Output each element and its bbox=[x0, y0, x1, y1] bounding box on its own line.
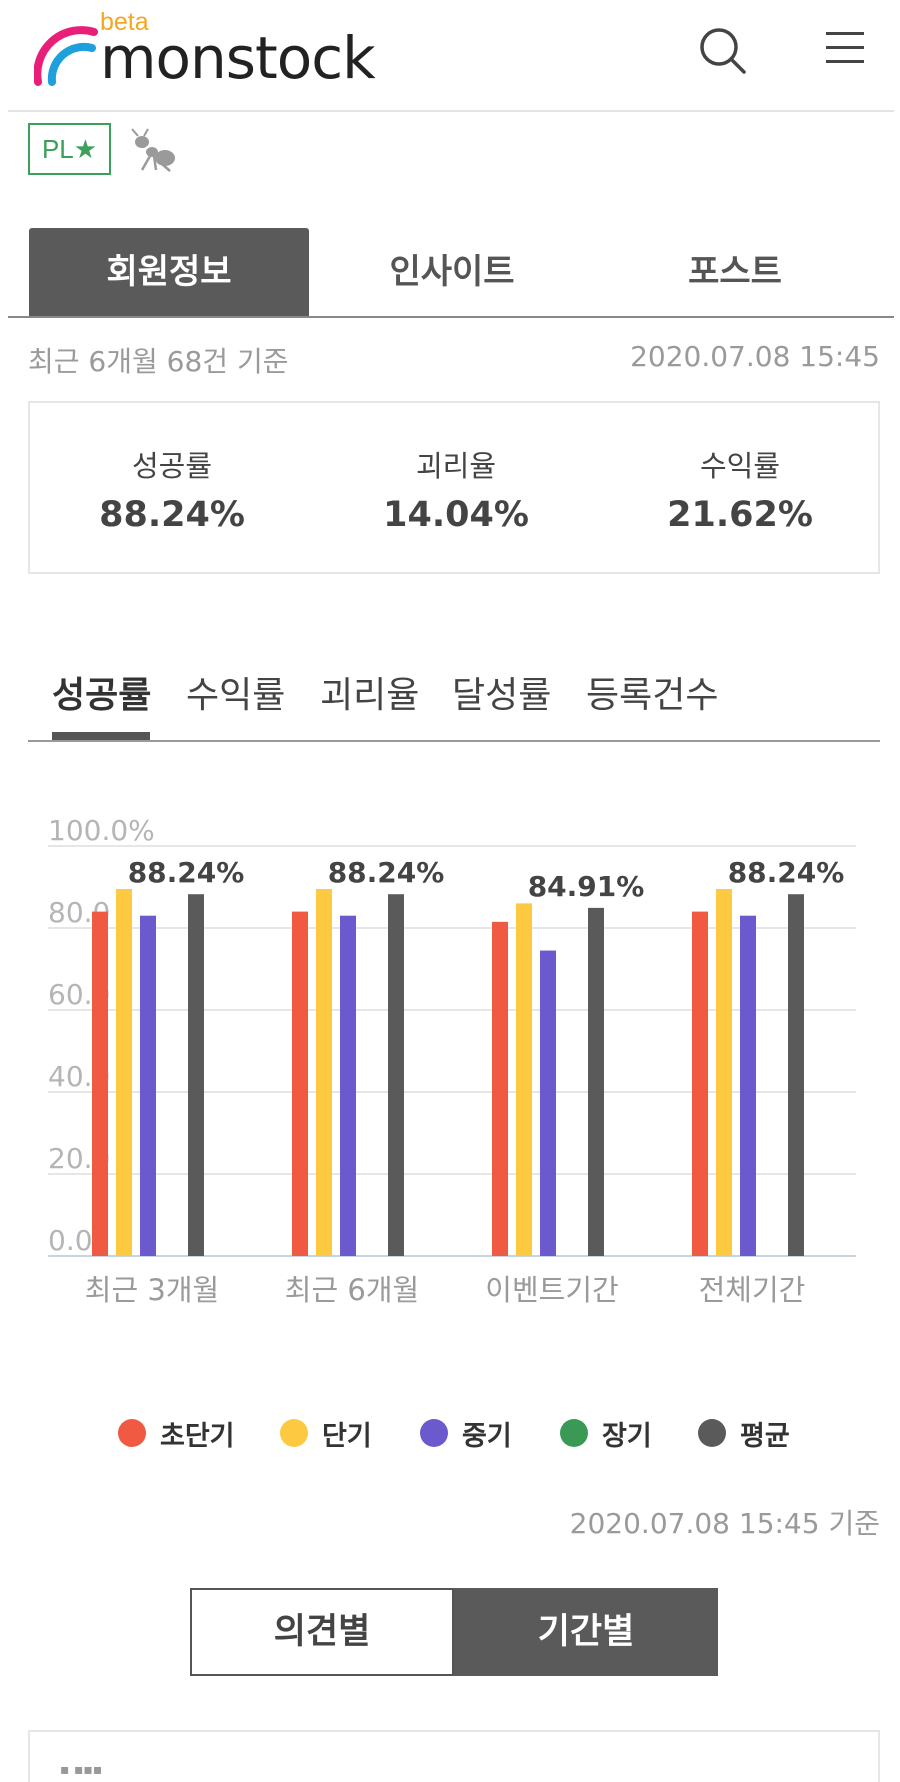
view-toggle: 의견별 기간별 bbox=[190, 1588, 718, 1676]
header-divider bbox=[8, 110, 894, 112]
pl-badge: PL★ bbox=[28, 123, 111, 175]
legend-label: 중기 bbox=[462, 1420, 512, 1452]
x-category-label: 최근 3개월 bbox=[85, 1273, 219, 1307]
bar-중기 bbox=[140, 915, 156, 1256]
chart-tab-return[interactable]: 수익률 bbox=[186, 675, 286, 716]
logo[interactable]: beta monstock bbox=[34, 8, 394, 92]
chart-basis: 2020.07.08 15:45 기준 bbox=[569, 1507, 880, 1540]
bottom-card-text: ▪ ▪▪▪ bbox=[60, 1762, 103, 1778]
tab-member-info[interactable]: 회원정보 bbox=[29, 228, 309, 316]
bar-단기 bbox=[516, 903, 532, 1256]
chart-tabs-divider bbox=[28, 740, 880, 742]
data-label: 88.24% bbox=[128, 856, 245, 889]
bottom-card: ▪ ▪▪▪ bbox=[28, 1730, 880, 1782]
main-tabs: 회원정보 인사이트 포스트 bbox=[8, 228, 894, 318]
bar-단기 bbox=[116, 889, 132, 1256]
data-label: 84.91% bbox=[528, 870, 645, 903]
logo-beta: beta bbox=[100, 8, 149, 36]
data-label: 88.24% bbox=[328, 856, 445, 889]
bar-단기 bbox=[716, 889, 732, 1256]
chart-tab-active-indicator bbox=[52, 732, 150, 740]
legend-item[interactable]: 중기 bbox=[420, 1411, 512, 1455]
main-tabs-divider bbox=[8, 316, 894, 318]
stat-label: 괴리율 bbox=[415, 449, 497, 483]
legend-item[interactable]: 장기 bbox=[560, 1411, 652, 1455]
legend-item[interactable]: 초단기 bbox=[118, 1411, 235, 1455]
stat-value: 21.62% bbox=[667, 495, 813, 535]
stat-deviation-rate: 괴리율 14.04% bbox=[314, 443, 598, 535]
legend-item[interactable]: 단기 bbox=[280, 1411, 372, 1455]
bar-중기 bbox=[540, 950, 556, 1256]
legend-label: 평균 bbox=[740, 1420, 790, 1452]
bar-초단기 bbox=[492, 921, 508, 1256]
logo-arc-icon bbox=[34, 26, 98, 86]
chart-tab-deviation[interactable]: 괴리율 bbox=[320, 675, 420, 716]
bar-초단기 bbox=[692, 911, 708, 1256]
legend-item[interactable]: 평균 bbox=[698, 1411, 790, 1455]
bar-평균 bbox=[388, 894, 404, 1256]
chart-tab-count[interactable]: 등록건수 bbox=[586, 675, 719, 716]
summary-updated: 2020.07.08 15:45 bbox=[630, 340, 880, 373]
legend-dot bbox=[560, 1419, 588, 1447]
chart-tabs: 성공률 수익률 괴리율 달성률 등록건수 bbox=[28, 668, 880, 742]
stat-value: 14.04% bbox=[383, 495, 529, 535]
legend-label: 단기 bbox=[322, 1420, 372, 1452]
bar-평균 bbox=[188, 894, 204, 1256]
search-icon[interactable] bbox=[698, 26, 748, 76]
stat-value: 88.24% bbox=[99, 495, 245, 535]
x-category-label: 전체기간 bbox=[699, 1273, 806, 1307]
summary-basis: 최근 6개월 68건 기준 bbox=[28, 345, 289, 378]
tab-insight[interactable]: 인사이트 bbox=[389, 252, 515, 292]
stat-return-rate: 수익률 21.62% bbox=[598, 443, 882, 535]
bar-평균 bbox=[588, 907, 604, 1256]
legend-dot bbox=[420, 1419, 448, 1447]
stats-box: 성공률 88.24% 괴리율 14.04% 수익률 21.62% bbox=[28, 401, 880, 574]
x-category-label: 최근 6개월 bbox=[285, 1273, 419, 1307]
chart-tab-achievement[interactable]: 달성률 bbox=[452, 675, 552, 716]
stat-success-rate: 성공률 88.24% bbox=[30, 443, 314, 535]
header: beta monstock bbox=[0, 0, 900, 112]
legend-dot bbox=[118, 1419, 146, 1447]
bar-중기 bbox=[340, 915, 356, 1256]
legend-label: 초단기 bbox=[160, 1420, 235, 1452]
data-label: 88.24% bbox=[728, 856, 845, 889]
bar-평균 bbox=[788, 894, 804, 1256]
x-category-label: 이벤트기간 bbox=[485, 1273, 618, 1307]
bar-초단기 bbox=[92, 911, 108, 1256]
by-opinion-button[interactable]: 의견별 bbox=[190, 1588, 454, 1676]
ant-icon bbox=[131, 128, 175, 172]
y-tick-label: 0.0 bbox=[48, 1224, 93, 1257]
logo-text: monstock bbox=[100, 24, 376, 92]
chart-tab-success[interactable]: 성공률 bbox=[52, 675, 152, 716]
bar-chart: 100.0%80.060.040.020.00.088.24%최근 3개월88.… bbox=[48, 814, 856, 1307]
stat-label: 수익률 bbox=[699, 449, 781, 483]
menu-icon[interactable] bbox=[826, 32, 864, 66]
bar-중기 bbox=[740, 915, 756, 1256]
legend-dot bbox=[280, 1419, 308, 1447]
stat-label: 성공률 bbox=[131, 449, 213, 483]
bar-단기 bbox=[316, 889, 332, 1256]
chart-legend: 초단기 단기 중기 장기 평균 bbox=[110, 1411, 830, 1455]
legend-label: 장기 bbox=[602, 1420, 652, 1452]
bar-초단기 bbox=[292, 911, 308, 1256]
legend-dot bbox=[698, 1419, 726, 1447]
by-period-button[interactable]: 기간별 bbox=[454, 1588, 718, 1676]
tab-post[interactable]: 포스트 bbox=[688, 252, 782, 292]
y-tick-label: 100.0% bbox=[48, 814, 155, 847]
